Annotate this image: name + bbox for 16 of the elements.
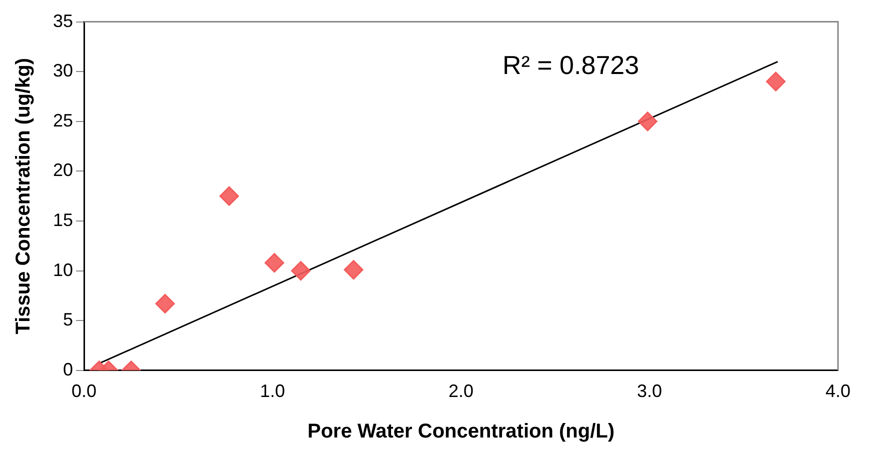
y-tick-label: 20 xyxy=(52,160,74,180)
y-tick-label: 0 xyxy=(63,359,74,380)
y-tick-label: 10 xyxy=(52,260,74,280)
x-tick-label: 0.0 xyxy=(72,381,97,402)
x-tick-label: 3.0 xyxy=(636,381,662,402)
x-tick-label: 2.0 xyxy=(448,381,474,402)
y-tick-label: 15 xyxy=(52,210,74,230)
y-tick-label: 25 xyxy=(52,110,74,130)
y-tick-label: 30 xyxy=(52,60,74,81)
y-axis-title: Tissue Concentration (ug/kg) xyxy=(12,58,35,334)
y-tick-label: 35 xyxy=(52,10,74,31)
x-axis-title: Pore Water Concentration (ng/L) xyxy=(307,420,615,443)
x-tick-label: 4.0 xyxy=(825,381,851,402)
annotation: R² = 0.8723 xyxy=(502,50,640,80)
y-tick-label: 5 xyxy=(63,310,74,330)
x-tick-label: 1.0 xyxy=(260,381,286,402)
